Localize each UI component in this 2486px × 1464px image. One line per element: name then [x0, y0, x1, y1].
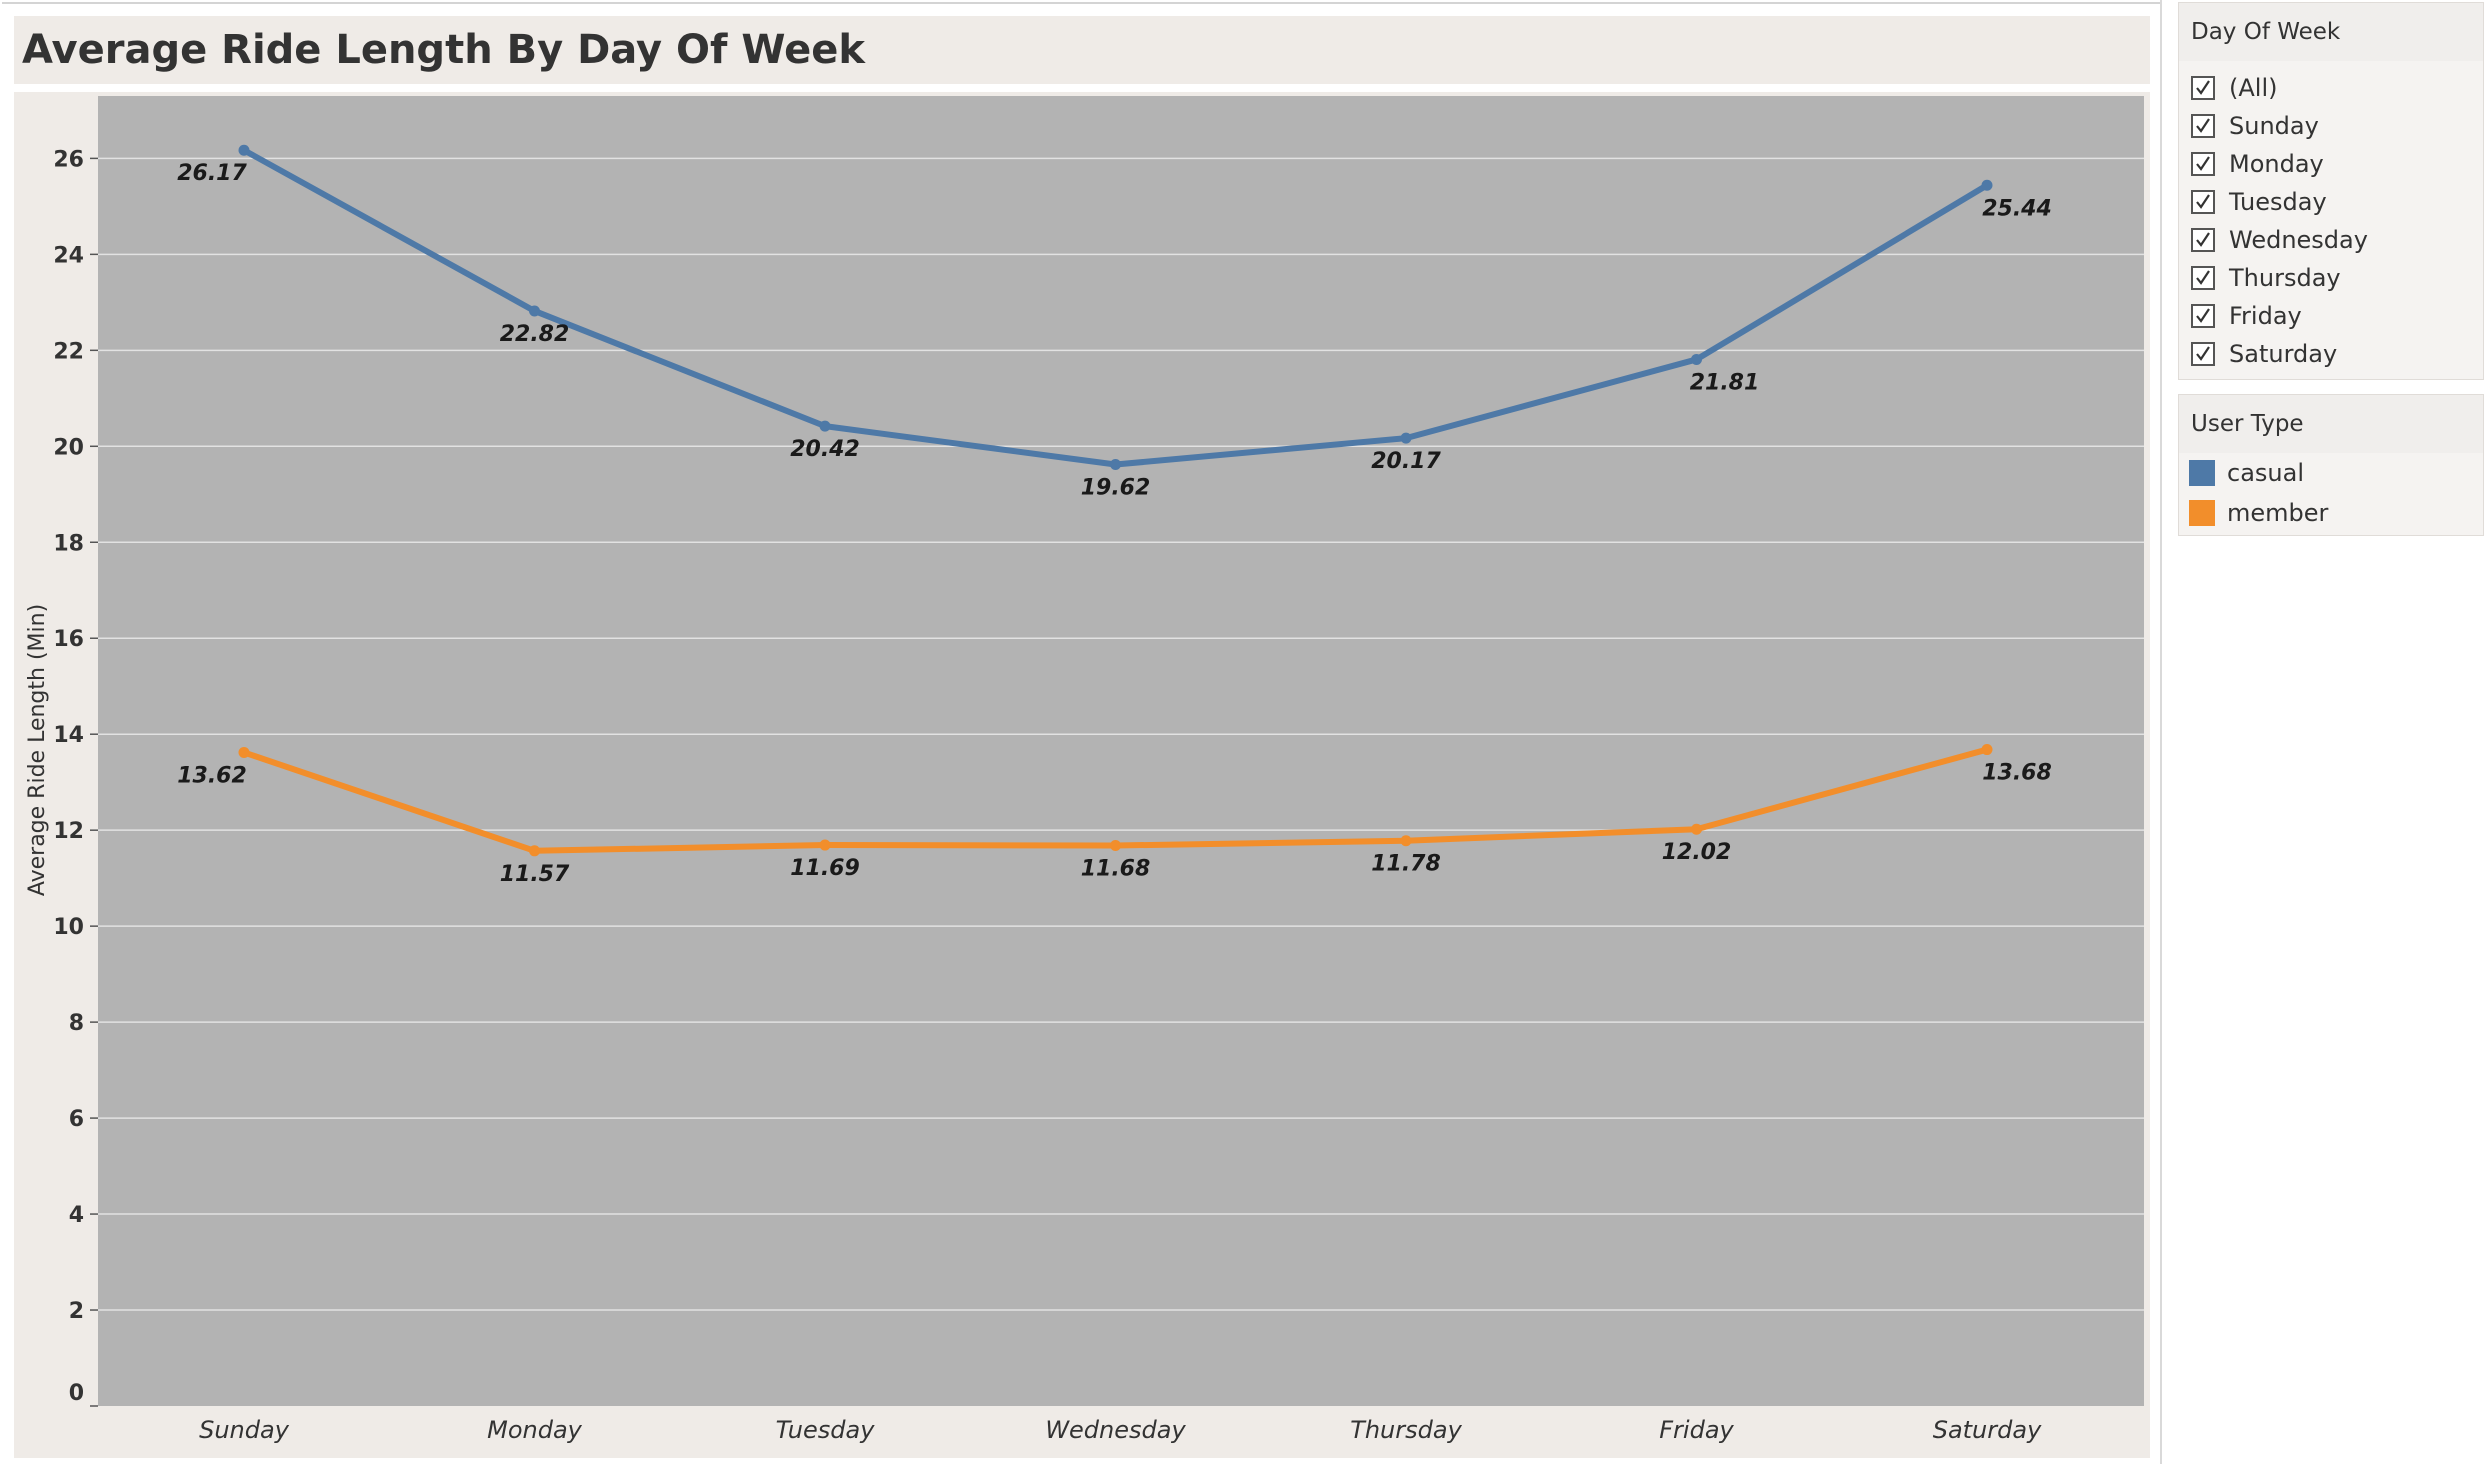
data-label: 25.44 — [1982, 196, 2052, 221]
checkbox-icon[interactable] — [2191, 304, 2215, 328]
filter-item-label: Friday — [2229, 302, 2302, 330]
data-point[interactable] — [1400, 432, 1412, 444]
data-point[interactable] — [1110, 459, 1121, 471]
filter-title: Day Of Week — [2179, 3, 2483, 61]
data-label: 22.82 — [500, 322, 570, 347]
gridlines — [98, 157, 2144, 1311]
checkbox-icon[interactable] — [2191, 114, 2215, 138]
data-label: 11.57 — [500, 862, 570, 887]
y-tick-label: 26 — [53, 147, 84, 172]
filter-item-label: Saturday — [2229, 340, 2338, 368]
data-point[interactable] — [1110, 840, 1121, 852]
filter-item[interactable]: Friday — [2179, 297, 2483, 335]
legend-title: User Type — [2179, 395, 2483, 453]
data-label: 20.42 — [790, 437, 860, 462]
series-lines — [238, 144, 1993, 857]
x-tick-label: Thursday — [1350, 1416, 1462, 1444]
filter-item[interactable]: Tuesday — [2179, 183, 2483, 221]
data-point[interactable] — [1691, 353, 1702, 365]
filter-item-label: Wednesday — [2229, 226, 2368, 254]
data-label: 11.78 — [1371, 852, 1441, 877]
data-label: 13.68 — [1982, 761, 2052, 786]
legend-label: member — [2227, 499, 2329, 527]
data-point[interactable] — [238, 746, 250, 758]
data-label: 19.62 — [1081, 476, 1151, 501]
dashboard-border — [2, 2, 2160, 1462]
chart-area: 0 2 4 6 8 10 12 14 16 18 20 22 24 26 Sunday Monday Tues… — [14, 92, 2150, 1458]
data-point[interactable] — [1400, 835, 1412, 847]
side-panel: Day Of Week (All) Sunday Monday Tuesday Wedn… — [2160, 0, 2486, 1464]
y-tick-label: 4 — [69, 1203, 84, 1228]
x-tick-label: Sunday — [199, 1416, 290, 1444]
y-tick-label: 14 — [53, 723, 84, 748]
filter-item[interactable]: Saturday — [2179, 335, 2483, 373]
data-point[interactable] — [238, 144, 250, 156]
checkbox-icon[interactable] — [2191, 152, 2215, 176]
filter-item-label: Tuesday — [2229, 188, 2327, 216]
y-tick-label: 10 — [53, 915, 84, 940]
day-of-week-filter: Day Of Week (All) Sunday Monday Tuesday Wedn… — [2178, 2, 2484, 380]
data-label: 12.02 — [1662, 840, 1732, 865]
title-bar: Average Ride Length By Day Of Week — [14, 16, 2150, 84]
data-point[interactable] — [1691, 823, 1702, 835]
x-tick-label: Saturday — [1933, 1416, 2042, 1444]
filter-item[interactable]: Thursday — [2179, 259, 2483, 297]
y-tick-label: 2 — [69, 1299, 84, 1324]
checkbox-icon[interactable] — [2191, 266, 2215, 290]
y-tick-label: 0 — [69, 1381, 84, 1406]
filter-item[interactable]: (All) — [2179, 69, 2483, 107]
y-axis-label: Average Ride Length (Min) — [25, 604, 50, 896]
data-point[interactable] — [529, 305, 540, 317]
y-tick-label: 6 — [69, 1107, 84, 1132]
filter-list: (All) Sunday Monday Tuesday Wednesday Thursda… — [2179, 61, 2483, 373]
filter-item[interactable]: Monday — [2179, 145, 2483, 183]
data-label: 11.69 — [790, 856, 860, 881]
data-point[interactable] — [819, 839, 831, 851]
data-labels: 26.17 22.82 20.42 19.62 20.17 21.81 25.44 13.62… — [177, 161, 2052, 887]
checkbox-icon[interactable] — [2191, 190, 2215, 214]
data-label: 13.62 — [177, 763, 247, 788]
legend-swatch — [2189, 500, 2215, 526]
y-tick-label: 12 — [53, 819, 84, 844]
data-point[interactable] — [529, 845, 540, 857]
data-point[interactable] — [1981, 744, 1993, 756]
y-tick-label: 24 — [53, 243, 84, 268]
page-title: Average Ride Length By Day Of Week — [22, 27, 865, 73]
x-axis-ticks: Sunday Monday Tuesday Wednesday Thursday Frid… — [199, 1416, 2042, 1444]
legend-swatch — [2189, 460, 2215, 486]
legend-list: casual member — [2179, 453, 2483, 533]
y-tick-label: 20 — [53, 435, 84, 460]
data-label: 21.81 — [1690, 370, 1760, 395]
checkbox-icon[interactable] — [2191, 76, 2215, 100]
filter-item-label: Monday — [2229, 150, 2324, 178]
data-point[interactable] — [1981, 179, 1993, 191]
data-label: 11.68 — [1081, 857, 1151, 882]
data-label: 26.17 — [177, 161, 247, 186]
checkbox-icon[interactable] — [2191, 228, 2215, 252]
x-tick-label: Wednesday — [1045, 1416, 1186, 1444]
filter-item-label: (All) — [2229, 74, 2278, 102]
legend-item[interactable]: casual — [2179, 453, 2483, 493]
data-point[interactable] — [819, 420, 831, 432]
filter-item-label: Thursday — [2229, 264, 2341, 292]
data-label: 20.17 — [1371, 449, 1441, 474]
y-tick-label: 22 — [53, 339, 84, 364]
x-tick-label: Friday — [1659, 1416, 1734, 1444]
y-tick-label: 16 — [53, 627, 84, 652]
y-tick-label: 8 — [69, 1011, 84, 1036]
filter-item[interactable]: Wednesday — [2179, 221, 2483, 259]
plot-background — [98, 96, 2144, 1406]
legend-item[interactable]: member — [2179, 493, 2483, 533]
legend-label: casual — [2227, 459, 2304, 487]
x-tick-label: Tuesday — [776, 1416, 876, 1444]
filter-item-label: Sunday — [2229, 112, 2319, 140]
user-type-legend: User Type casual member — [2178, 394, 2484, 536]
checkbox-icon[interactable] — [2191, 342, 2215, 366]
x-tick-label: Monday — [487, 1416, 583, 1444]
filter-item[interactable]: Sunday — [2179, 107, 2483, 145]
y-tick-label: 18 — [53, 531, 84, 556]
